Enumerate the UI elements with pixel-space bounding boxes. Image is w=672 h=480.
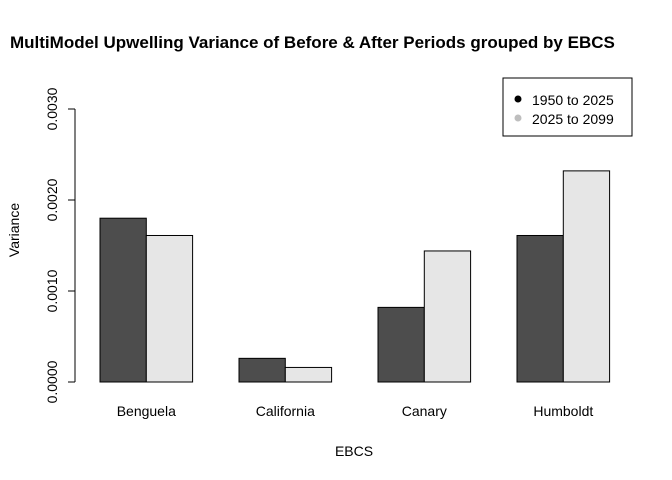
x-axis-label: EBCS: [335, 443, 373, 459]
y-tick-label: 0.0010: [44, 269, 60, 312]
legend-marker-1950-2025: [514, 95, 522, 103]
bar-humboldt-series-1: [516, 234, 564, 383]
x-tick-label: Canary: [402, 403, 447, 419]
bar-benguela-series-1: [99, 217, 147, 383]
bars-group: [99, 170, 611, 383]
category-labels: Benguela California Canary Humboldt: [117, 403, 594, 419]
bar-benguela-series-2: [145, 234, 194, 383]
legend: 1950 to 2025 2025 to 2099: [502, 77, 633, 137]
legend-label-1950-2025: 1950 to 2025: [532, 92, 614, 108]
bar-humboldt-series-2: [562, 170, 611, 383]
x-tick-label: Benguela: [117, 403, 176, 419]
bar-california-series-1: [238, 357, 286, 383]
bar-canary-series-1: [377, 306, 425, 383]
legend-label-2025-2099: 2025 to 2099: [532, 111, 614, 127]
x-tick-label: California: [256, 403, 315, 419]
y-axis-label: Variance: [6, 203, 22, 257]
x-tick-label: Humboldt: [533, 403, 593, 419]
legend-marker-2025-2099: [514, 114, 522, 122]
y-tick-label: 0.0000: [44, 360, 60, 403]
chart-title: MultiModel Upwelling Variance of Before …: [10, 33, 615, 52]
bar-canary-series-2: [423, 250, 472, 383]
bar-california-series-2: [284, 366, 333, 383]
y-tick-label: 0.0020: [44, 178, 60, 221]
y-axis: 0.0000 0.0010 0.0020 0.0030: [44, 87, 76, 403]
legend-box: [502, 77, 633, 137]
y-tick-label: 0.0030: [44, 87, 60, 130]
